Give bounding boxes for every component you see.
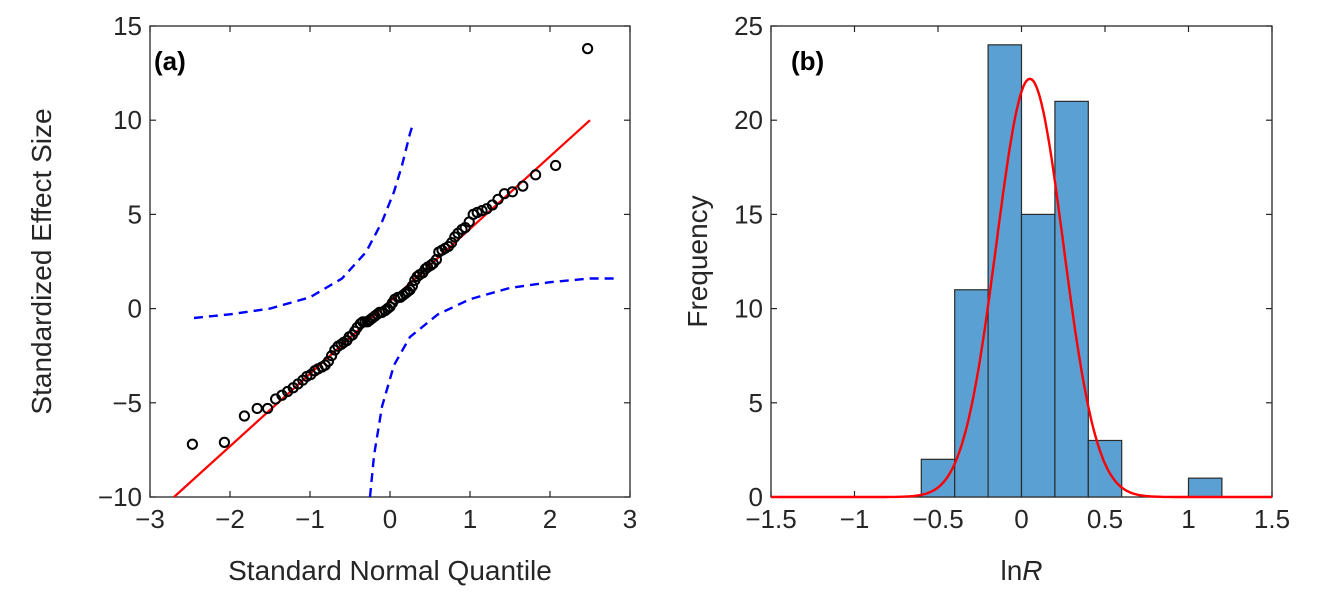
panel-a-x-tick-label: −3 — [135, 504, 165, 534]
panel-a-data-point — [517, 180, 529, 192]
panel-a-data-point — [492, 193, 504, 205]
panel-a-x-tick-label: −1 — [295, 504, 325, 534]
panel-b-x-tick-label: 1.5 — [1254, 504, 1290, 534]
panel-b-x-axis-label-r: R — [1022, 555, 1042, 586]
panel-a-data-point — [218, 436, 230, 448]
panel-a-data-point — [486, 199, 498, 211]
panel-a-data-point — [446, 237, 458, 249]
panel-a-x-axis-label: Standard Normal Quantile — [228, 555, 552, 586]
panel-a-y-tick-label: 15 — [113, 11, 142, 41]
panel-b-x-axis-label: lnR — [1000, 555, 1042, 586]
panel-b-y-tick-label: 15 — [734, 199, 763, 229]
panel-a-data-point — [530, 169, 542, 181]
panel-b-y-axis-label: Frequency — [682, 195, 713, 327]
panel-a-data-point — [251, 402, 263, 415]
panel-b-histogram-bar — [1087, 439, 1123, 498]
panel-b-y-tick-label: 25 — [734, 11, 763, 41]
panel-a-x-tick-label: 1 — [463, 504, 477, 534]
panel-a-x-tick-label: 3 — [623, 504, 637, 534]
panel-b-histogram-bar — [1020, 213, 1056, 498]
panel-a-data-point — [238, 410, 250, 422]
panel-a-axes-frame — [149, 25, 631, 498]
panel-b-x-tick-label: −0.5 — [912, 504, 963, 534]
panel-b-histogram-bar — [954, 289, 989, 498]
panel-b-histogram-bar — [1187, 477, 1223, 498]
panel-b-normal-fit-curve — [771, 77, 1272, 499]
panel-b-histogram: −1.5 −1 −0.5 0 0.5 1 1.5 0 5 10 15 20 25 (b) lnR Freque… — [682, 11, 1290, 586]
panel-b-y-tick-label: 5 — [749, 388, 763, 418]
panel-a-x-tick-label: 2 — [543, 504, 557, 534]
panel-b-x-tick-label: 1 — [1181, 504, 1195, 534]
panel-a-y-tick-label: 5 — [128, 199, 142, 229]
panel-a-y-tick-label: 0 — [128, 294, 142, 324]
panel-a-data-point — [550, 159, 562, 172]
panel-a-y-tick-label: 10 — [113, 105, 142, 135]
panel-b-y-tick-label: 20 — [734, 105, 763, 135]
panel-a-data-point — [262, 402, 274, 415]
panel-b-x-axis-label-ln: ln — [1000, 555, 1022, 586]
panel-a-data-point — [186, 438, 198, 450]
panel-a-data-point — [406, 280, 418, 292]
panel-a-y-axis-label: Standardized Effect Size — [26, 108, 57, 414]
panel-a-y-tick-label: −5 — [112, 388, 142, 418]
panel-b-x-tick-label: −1.5 — [745, 504, 796, 534]
panel-a-x-tick-label: 0 — [383, 504, 397, 534]
panel-a-data-point — [506, 186, 519, 198]
panel-b-x-tick-label: 0 — [1014, 504, 1028, 534]
panel-b-label: (b) — [791, 46, 824, 76]
panel-a-data-point — [322, 355, 334, 367]
panel-b-y-tick-label: 0 — [749, 482, 763, 512]
panel-a-data-point — [425, 259, 437, 271]
panel-b-y-tick-label: 10 — [734, 294, 763, 324]
panel-a-x-tick-label: −2 — [215, 504, 245, 534]
panel-a-lower-confidence-bound — [368, 277, 618, 498]
panel-b-histogram-bar — [1054, 100, 1089, 498]
panel-a-data-point — [430, 254, 442, 266]
panel-b-histogram-bar — [920, 458, 956, 498]
panel-b-x-tick-label: −1 — [840, 504, 870, 534]
panel-b-x-tick-label: 0.5 — [1087, 504, 1123, 534]
panel-a-y-tick-label: −10 — [98, 482, 142, 512]
panel-a-data-point — [582, 43, 594, 55]
panel-a-upper-confidence-bound — [193, 125, 414, 320]
panel-a-label: (a) — [154, 46, 186, 76]
panel-a-data-point — [326, 350, 338, 362]
